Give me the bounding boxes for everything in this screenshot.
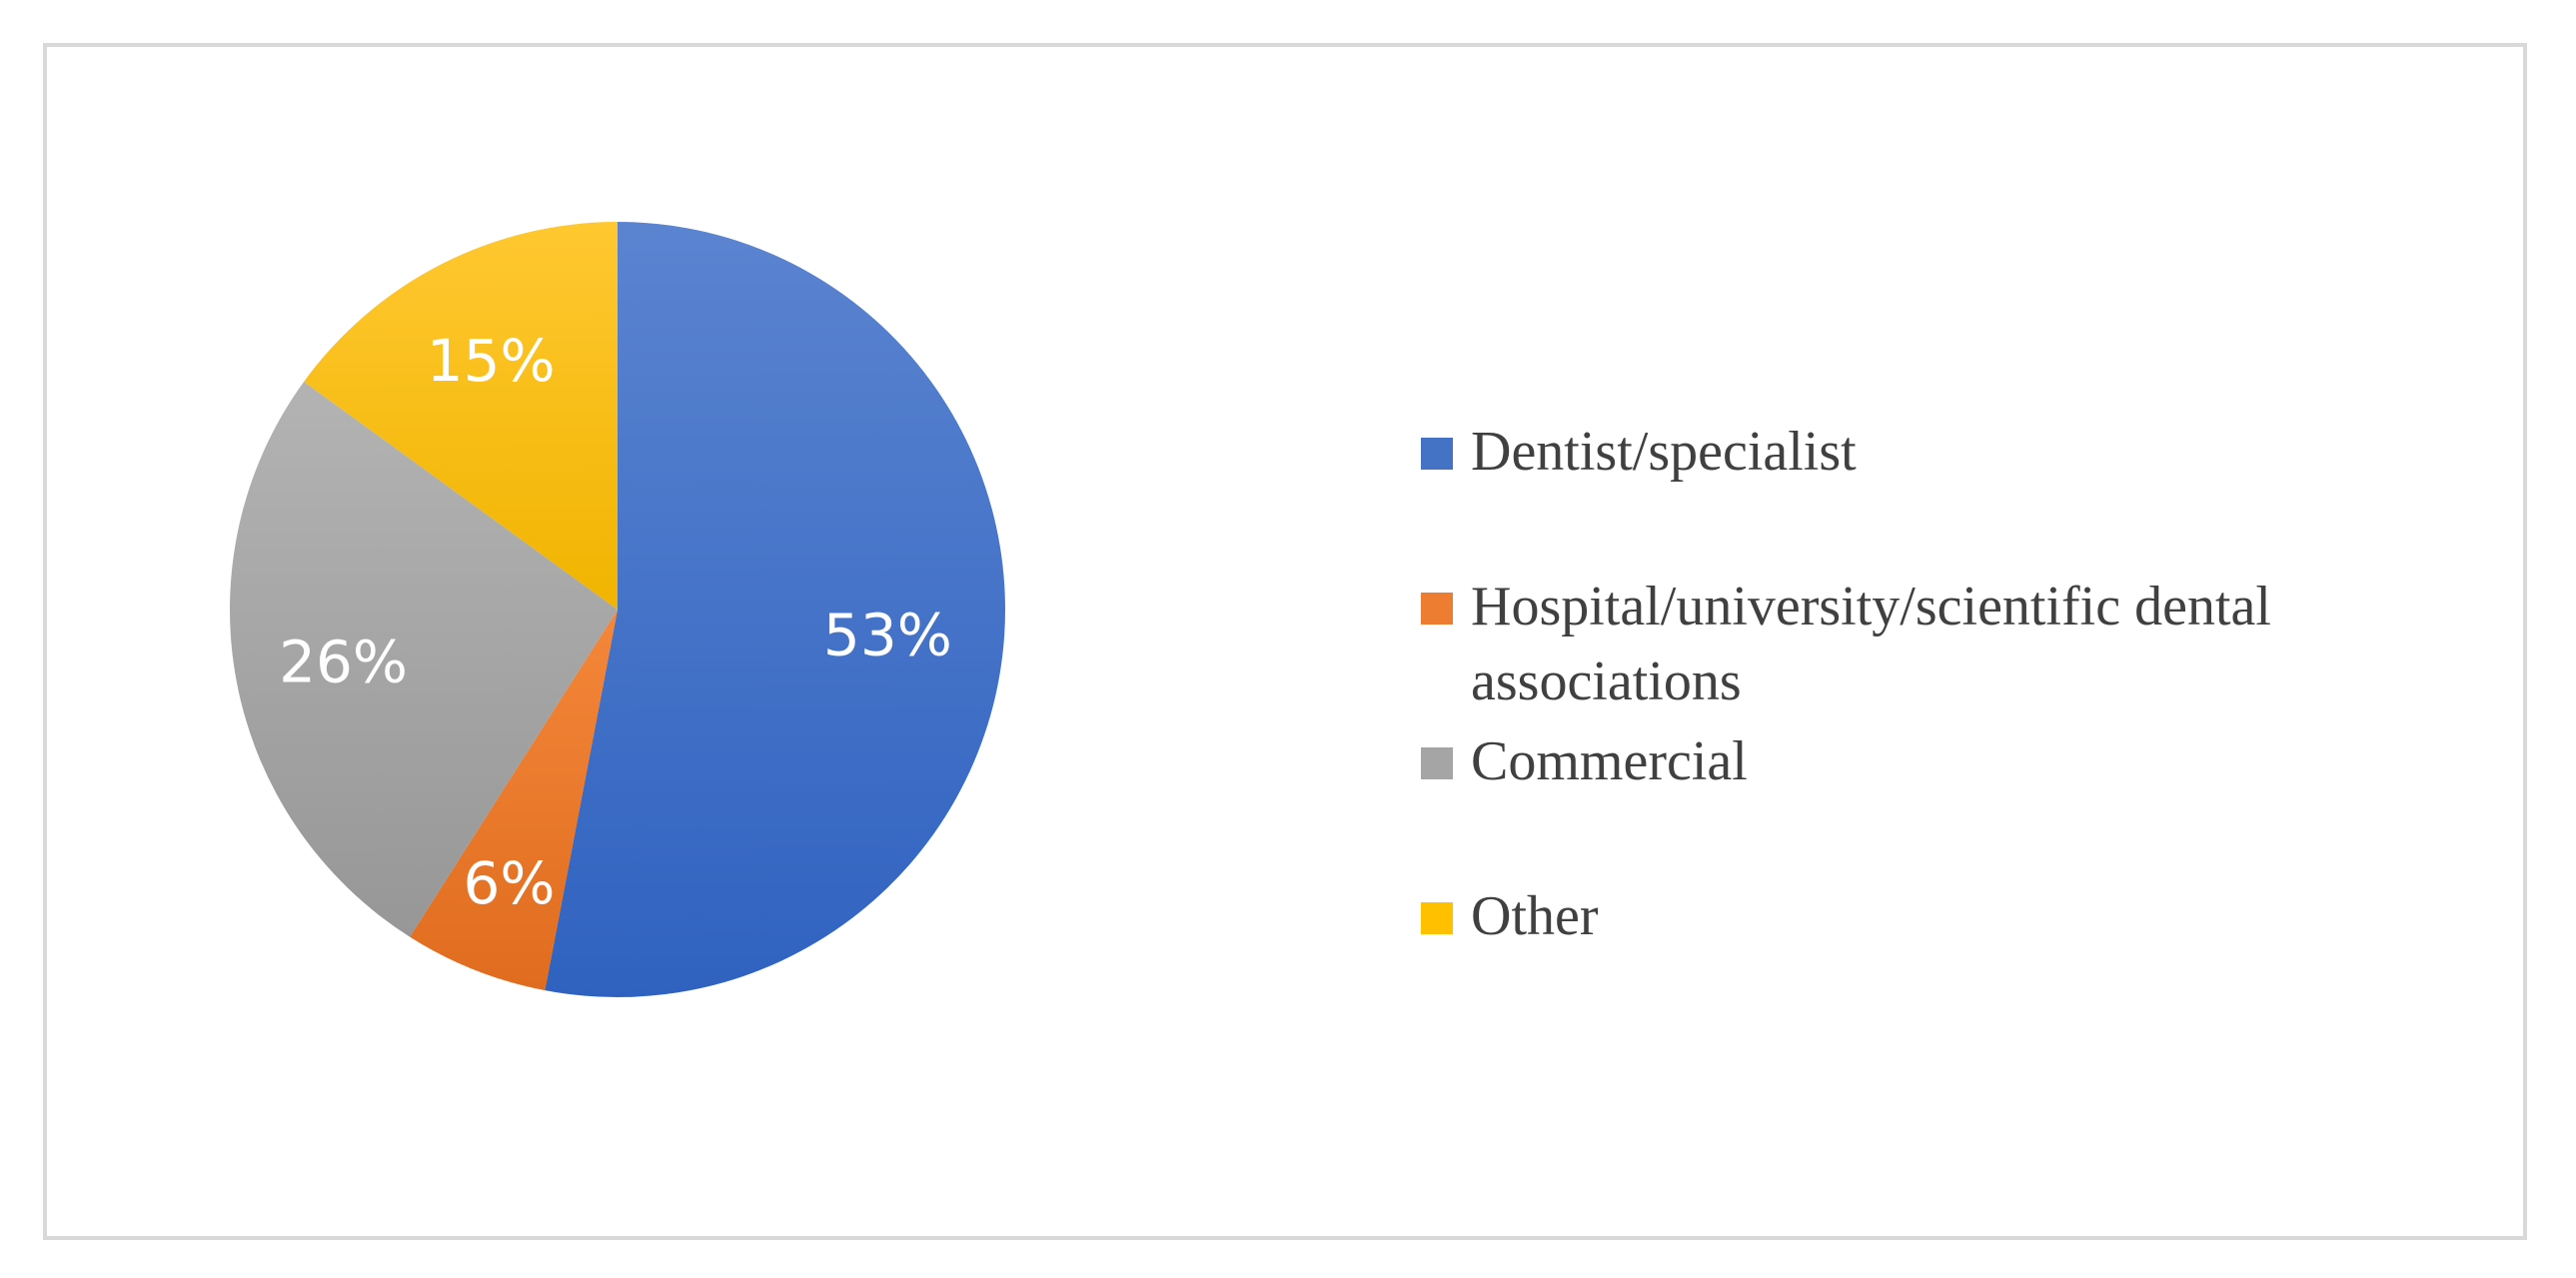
pie-slice-hospital [410, 610, 618, 991]
legend-swatch-dentist [1421, 438, 1453, 470]
data-label-other: 15% [427, 327, 556, 395]
pie-slice-other [304, 222, 618, 610]
data-label-hospital: 6% [463, 849, 555, 917]
pie-slice-commercial [229, 381, 618, 937]
pie-slice-dentist [545, 222, 1006, 997]
legend-swatch-hospital [1421, 593, 1453, 625]
legend-label-commercial: Commercial [1471, 730, 1748, 792]
legend-label-hospital: Hospital/university/scientific dental as… [1471, 576, 2271, 712]
legend-swatch-other [1421, 902, 1453, 934]
legend-label-other: Other [1471, 885, 1599, 947]
data-label-dentist: 53% [823, 602, 952, 669]
legend-swatch-commercial [1421, 747, 1453, 779]
data-label-commercial: 26% [279, 628, 408, 695]
legend-label-dentist: Dentist/specialist [1471, 421, 1857, 483]
